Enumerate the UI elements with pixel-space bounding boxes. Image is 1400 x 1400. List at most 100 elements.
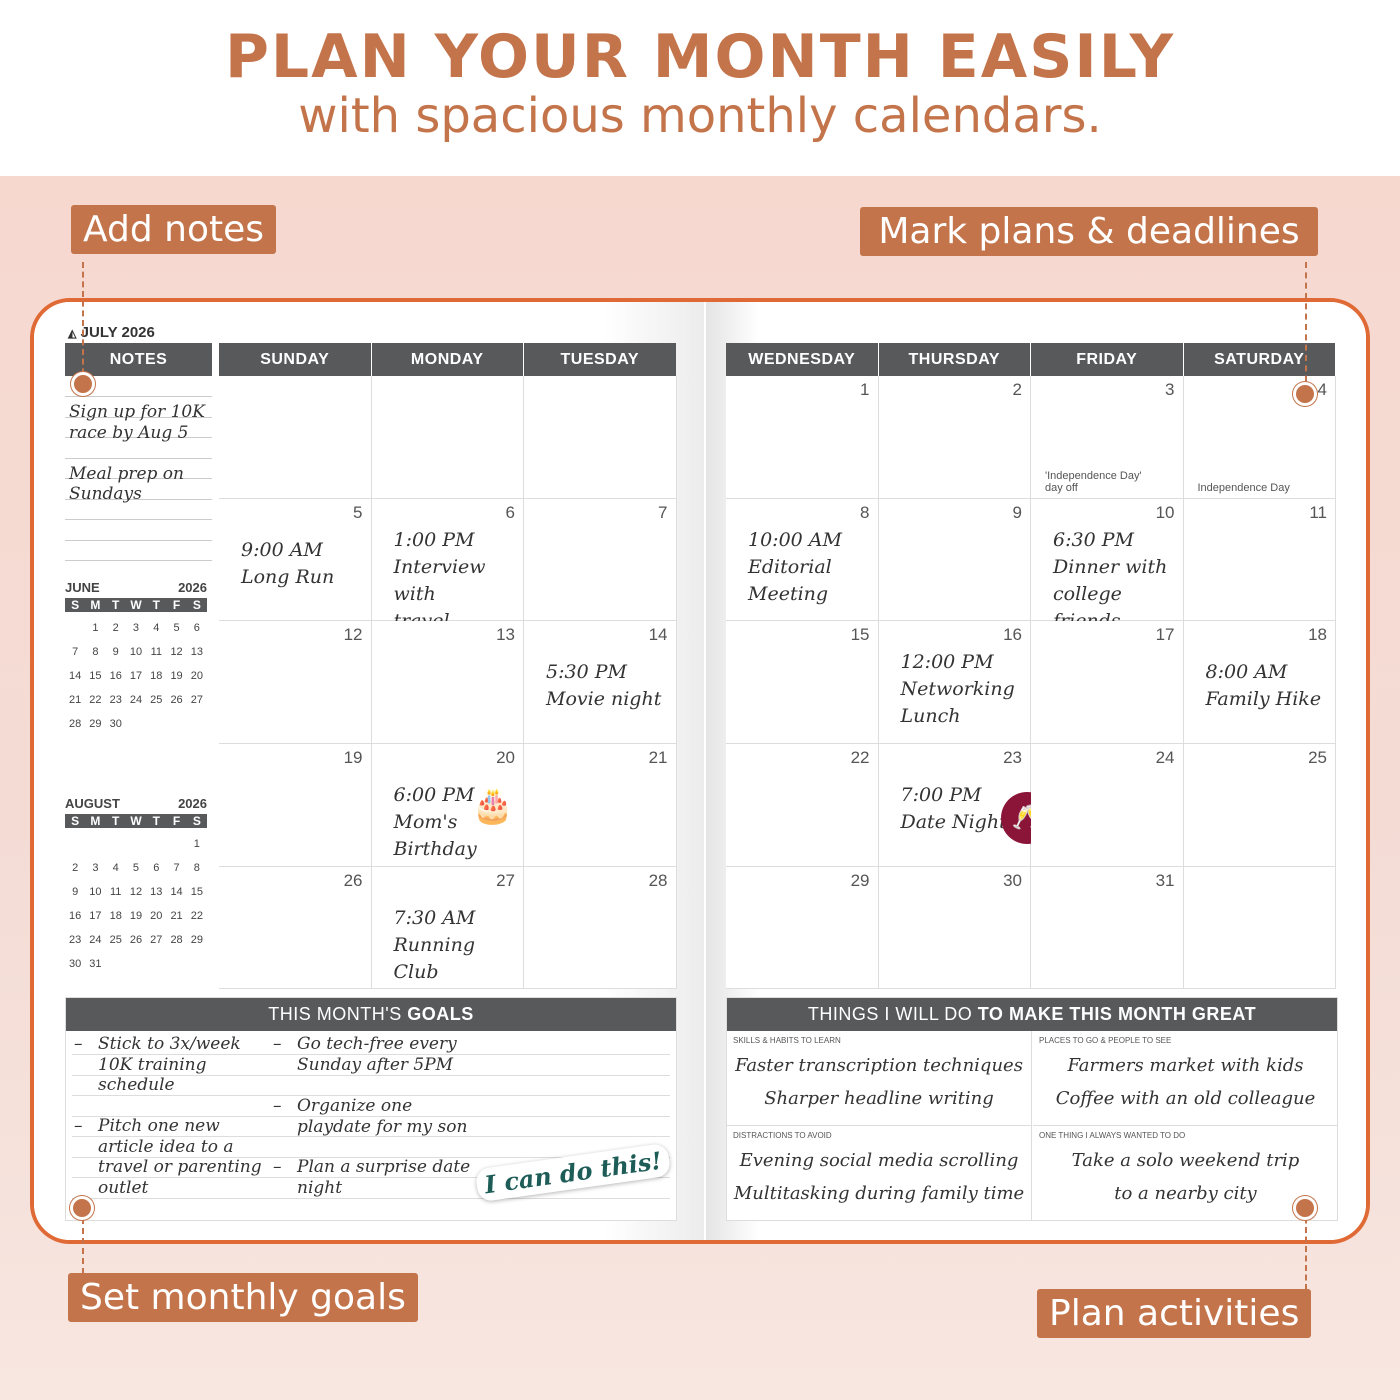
great-section[interactable]: DISTRACTIONS TO AVOID Evening social medi… bbox=[727, 1126, 1032, 1221]
goal-item[interactable]: – Pitch one new article idea to a travel or… bbox=[74, 1116, 262, 1198]
great-section[interactable]: ONE THING I ALWAYS WANTED TO DO Take a so… bbox=[1033, 1126, 1338, 1221]
mini-day[interactable]: 5 bbox=[132, 862, 140, 874]
mini-day[interactable]: 29 bbox=[89, 718, 102, 730]
mini-day[interactable]: 27 bbox=[190, 694, 203, 706]
mini-day[interactable]: 3 bbox=[92, 862, 99, 874]
goal-item[interactable]: – Organize one playdate for my son bbox=[273, 1096, 467, 1137]
mini-day[interactable]: 13 bbox=[190, 646, 203, 658]
mini-day[interactable]: 29 bbox=[190, 934, 203, 946]
mini-day[interactable] bbox=[166, 838, 186, 850]
mini-day[interactable]: 10 bbox=[89, 886, 102, 898]
mini-day[interactable]: 23 bbox=[109, 694, 122, 706]
mini-day[interactable]: 1 bbox=[92, 622, 99, 634]
mini-day[interactable]: 17 bbox=[129, 670, 143, 682]
mini-day[interactable]: 12 bbox=[170, 646, 183, 658]
empty-day-cell[interactable] bbox=[219, 376, 372, 499]
day-cell-14[interactable]: 14 5:30 PM Movie night bbox=[524, 621, 677, 745]
mini-day[interactable]: 10 bbox=[129, 646, 143, 658]
mini-day[interactable]: 17 bbox=[89, 910, 102, 922]
empty-day-cell[interactable] bbox=[1183, 866, 1336, 990]
mini-day[interactable] bbox=[106, 838, 126, 850]
mini-day[interactable]: 14 bbox=[170, 886, 183, 898]
mini-day[interactable]: 11 bbox=[150, 646, 162, 658]
day-cell-21[interactable]: 21 bbox=[524, 744, 677, 867]
day-cell-31[interactable]: 31 bbox=[1031, 866, 1184, 990]
great-section[interactable]: PLACES TO GO & PEOPLE TO SEE Farmers mark… bbox=[1033, 1031, 1338, 1126]
mini-day[interactable]: 3 bbox=[132, 622, 140, 634]
mini-day[interactable] bbox=[65, 622, 85, 634]
mini-day[interactable]: 4 bbox=[153, 622, 160, 634]
day-cell-24[interactable]: 24 bbox=[1031, 744, 1184, 867]
goal-item[interactable]: – Stick to 3x/week 10K training schedule bbox=[74, 1034, 241, 1096]
day-cell-5[interactable]: 5 9:00 AM Long Run bbox=[219, 498, 372, 622]
mini-day[interactable]: 23 bbox=[69, 934, 82, 946]
mini-day[interactable]: 6 bbox=[193, 622, 200, 634]
mini-day[interactable]: 30 bbox=[69, 958, 82, 970]
day-cell-26[interactable]: 26 bbox=[219, 866, 372, 990]
mini-day[interactable]: 25 bbox=[150, 694, 163, 706]
day-cell-9[interactable]: 9 bbox=[878, 498, 1031, 622]
mini-day[interactable]: 19 bbox=[129, 910, 143, 922]
mini-day[interactable]: 7 bbox=[173, 862, 180, 874]
day-cell-11[interactable]: 11 bbox=[1183, 498, 1336, 622]
day-cell-12[interactable]: 12 bbox=[219, 621, 372, 745]
mini-day[interactable]: 26 bbox=[170, 694, 183, 706]
mini-day[interactable]: 18 bbox=[150, 670, 163, 682]
mini-day[interactable]: 16 bbox=[109, 670, 122, 682]
mini-day[interactable]: 20 bbox=[150, 910, 163, 922]
mini-day[interactable] bbox=[126, 838, 146, 850]
mini-day[interactable]: 14 bbox=[69, 670, 82, 682]
great-section[interactable]: SKILLS & HABITS TO LEARN Faster transcrip… bbox=[727, 1031, 1032, 1126]
mini-day[interactable]: 2 bbox=[112, 622, 119, 634]
mini-day[interactable]: 12 bbox=[129, 886, 143, 898]
mini-day[interactable]: 26 bbox=[129, 934, 143, 946]
mini-day[interactable]: 9 bbox=[112, 646, 119, 658]
day-cell-23[interactable]: 23 7:00 PM Date Night 🥂 bbox=[878, 744, 1053, 867]
mini-day[interactable]: 7 bbox=[72, 646, 79, 658]
mini-day[interactable]: 21 bbox=[170, 910, 183, 922]
day-cell-1[interactable]: 1 bbox=[726, 376, 879, 499]
mini-day[interactable] bbox=[85, 838, 105, 850]
mini-day[interactable]: 15 bbox=[89, 670, 102, 682]
mini-day[interactable]: 31 bbox=[89, 958, 102, 970]
day-cell-8[interactable]: 8 10:00 AM Editorial Meeting bbox=[726, 498, 879, 622]
mini-day[interactable]: 6 bbox=[153, 862, 160, 874]
mini-day[interactable]: 8 bbox=[193, 862, 200, 874]
day-cell-15[interactable]: 15 bbox=[726, 621, 879, 745]
empty-day-cell[interactable] bbox=[371, 376, 524, 499]
mini-day[interactable]: 15 bbox=[190, 886, 203, 898]
mini-day[interactable]: 9 bbox=[72, 886, 79, 898]
day-cell-22[interactable]: 22 bbox=[726, 744, 879, 867]
mini-day[interactable]: 28 bbox=[69, 718, 82, 730]
day-cell-7[interactable]: 7 bbox=[524, 498, 677, 622]
day-cell-2[interactable]: 2 bbox=[878, 376, 1031, 499]
mini-day[interactable]: 8 bbox=[92, 646, 99, 658]
mini-day[interactable]: 1 bbox=[193, 838, 200, 850]
day-cell-30[interactable]: 30 bbox=[878, 866, 1031, 990]
mini-day[interactable]: 28 bbox=[170, 934, 183, 946]
day-cell-27[interactable]: 27 7:30 AM Running Club bbox=[371, 866, 524, 990]
mini-day[interactable] bbox=[146, 838, 166, 850]
mini-day[interactable]: 2 bbox=[72, 862, 79, 874]
mini-day[interactable]: 22 bbox=[190, 910, 203, 922]
day-cell-28[interactable]: 28 bbox=[524, 866, 677, 990]
day-cell-25[interactable]: 25 bbox=[1183, 744, 1336, 867]
mini-day[interactable]: 16 bbox=[69, 910, 82, 922]
mini-day[interactable]: 22 bbox=[89, 694, 102, 706]
mini-day[interactable]: 20 bbox=[190, 670, 203, 682]
day-cell-3[interactable]: 3 'Independence Day' day off bbox=[1031, 376, 1184, 499]
mini-day[interactable]: 21 bbox=[69, 694, 82, 706]
mini-day[interactable]: 13 bbox=[150, 886, 163, 898]
goal-item[interactable]: – Plan a surprise date night bbox=[273, 1157, 470, 1198]
mini-day[interactable]: 11 bbox=[109, 886, 122, 898]
mini-day[interactable]: 25 bbox=[109, 934, 122, 946]
mini-day[interactable]: 4 bbox=[112, 862, 119, 874]
day-cell-17[interactable]: 17 bbox=[1031, 621, 1184, 745]
mini-day[interactable] bbox=[65, 838, 85, 850]
mini-day[interactable]: 27 bbox=[150, 934, 163, 946]
day-cell-13[interactable]: 13 bbox=[371, 621, 524, 745]
mini-day[interactable]: 24 bbox=[129, 694, 143, 706]
empty-day-cell[interactable] bbox=[524, 376, 677, 499]
mini-day[interactable]: 5 bbox=[173, 622, 180, 634]
